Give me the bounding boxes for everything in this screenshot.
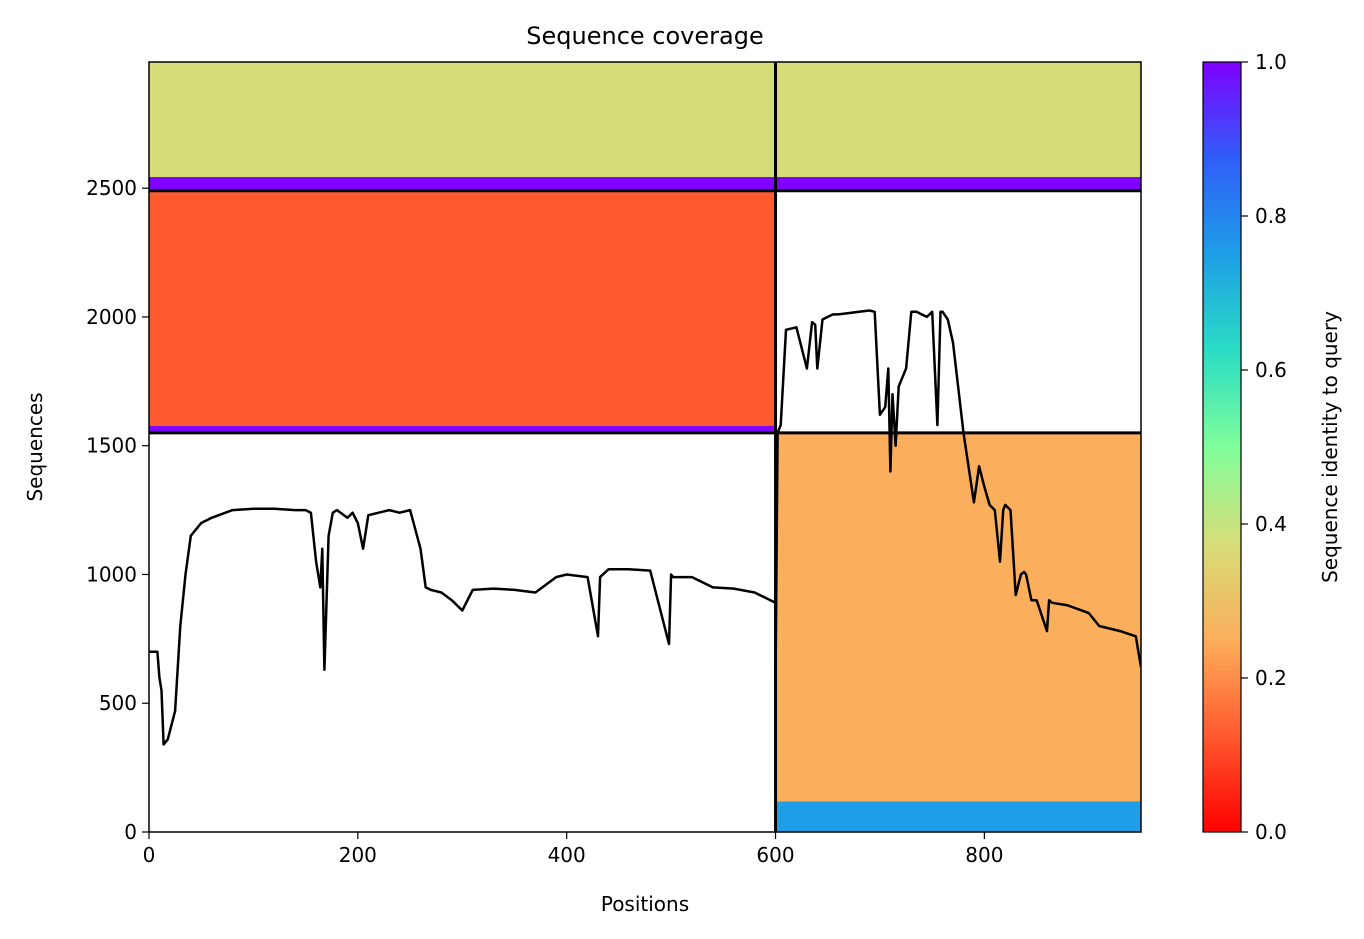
colorbar-tick-label: 0.2 [1255,666,1287,690]
y-axis-ticks: 0 500 1000 1500 2000 2500 [86,176,149,844]
coverage-block-2 [775,62,1141,191]
coverage-line-0 [149,507,777,746]
x-tick-label: 800 [965,843,1003,867]
chart-title: Sequence coverage [526,22,763,50]
y-tick-label: 2000 [86,305,137,329]
y-tick-label: 2500 [86,176,137,200]
y-tick-label: 1000 [86,562,137,586]
y-tick-label: 500 [99,691,137,715]
x-axis-ticks: 0 200 400 600 800 [143,832,1003,867]
x-tick-label: 600 [756,843,794,867]
x-axis-label: Positions [601,892,689,916]
x-tick-label: 200 [339,843,377,867]
colorbar-tick-label: 1.0 [1255,50,1287,74]
x-tick-label: 400 [548,843,586,867]
coverage-block-0 [149,190,776,433]
x-tick-label: 0 [143,843,156,867]
coverage-lines [149,309,1141,746]
colorbar [1202,61,1242,833]
colorbar-ticks: 0.0 0.2 0.4 0.6 0.8 1.0 [1241,50,1287,844]
block-dividers [149,62,1141,832]
coverage-block-3 [775,432,1141,832]
plot-frame [148,61,1142,833]
coverage-blocks [149,62,1141,832]
colorbar-tick-label: 0.6 [1255,358,1287,382]
colorbar-label: Sequence identity to query [1318,311,1342,583]
colorbar-tick-label: 0.4 [1255,512,1287,536]
coverage-block-1 [149,62,776,191]
colorbar-tick-label: 0.0 [1255,820,1287,844]
colorbar-tick-label: 0.8 [1255,204,1287,228]
coverage-line-1 [774,309,1141,683]
y-tick-label: 0 [124,820,137,844]
y-tick-label: 1500 [86,434,137,458]
y-axis-label: Sequences [23,392,47,501]
